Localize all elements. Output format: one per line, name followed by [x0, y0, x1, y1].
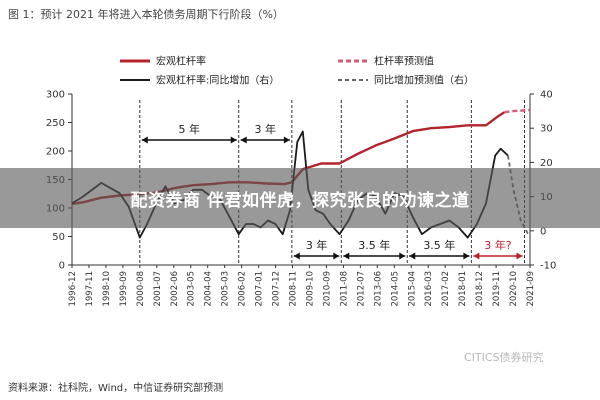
figure-source: 资料来源：社科院，Wind，中信证券研究部预测	[8, 383, 224, 394]
series-line-2	[504, 108, 531, 114]
x-tick-label: 2016-03	[424, 271, 434, 307]
legend-label: 杠杆率预测值	[374, 55, 434, 68]
x-tick-label: 2018-01	[458, 271, 468, 307]
x-tick-label: 1997-11	[85, 271, 95, 307]
span-label: 3.5 年	[358, 238, 390, 252]
chart-axes: 050100150200250300-100102030401996-12199…	[46, 90, 556, 307]
x-tick-label: 2015-04	[407, 271, 417, 307]
x-tick-label: 2004-04	[204, 271, 214, 307]
legend-label: 同比增加预测值（右）	[374, 74, 474, 87]
right-tick-label: -10	[540, 261, 556, 272]
figure-title: 图 1：预计 2021 年将进入本轮债务周期下行阶段（%）	[8, 8, 284, 21]
x-tick-label: 2021-09	[526, 271, 536, 307]
x-tick-label: 2014-05	[390, 271, 400, 307]
right-tick-label: 30	[540, 124, 553, 135]
span-label: 5 年	[178, 122, 200, 136]
span-label: 3 年	[306, 238, 328, 252]
x-tick-label: 2017-02	[441, 271, 451, 307]
legend-label: 宏观杠杆率:同比增加（右）	[156, 74, 279, 87]
x-tick-label: 2007-12	[272, 271, 282, 307]
span-arrow-head	[399, 252, 406, 260]
span-arrow-head	[463, 252, 470, 260]
x-tick-label: 2005-03	[221, 271, 231, 307]
watermark-text: CITICS债券研究	[464, 351, 544, 364]
x-tick-label: 2008-11	[289, 271, 299, 307]
x-tick-label: 2020-10	[509, 271, 519, 307]
span-arrow-head	[141, 136, 148, 144]
x-tick-label: 2003-05	[187, 271, 197, 307]
span-arrow-head	[293, 252, 300, 260]
span-label: 3 年	[255, 122, 277, 136]
span-arrow-head	[333, 252, 340, 260]
span-arrow-head	[230, 136, 237, 144]
span-arrow-head	[516, 252, 523, 260]
right-tick-label: 0	[540, 226, 546, 237]
left-tick-label: 300	[46, 90, 65, 101]
x-tick-label: 1996-12	[68, 271, 78, 307]
left-tick-label: 50	[52, 232, 65, 243]
x-tick-label: 2010-09	[322, 271, 332, 307]
x-tick-label: 1998-10	[102, 271, 112, 307]
x-tick-label: 2019-11	[492, 271, 502, 307]
x-tick-label: 2001-07	[153, 271, 163, 307]
left-tick-label: 0	[59, 261, 65, 272]
span-label: 3.5 年	[423, 238, 455, 252]
left-tick-label: 250	[46, 118, 65, 129]
x-tick-label: 2000-08	[136, 271, 146, 307]
span-label: 3 年?	[484, 238, 511, 252]
x-tick-label: 2007-01	[255, 271, 265, 307]
span-arrow-head	[240, 136, 247, 144]
x-tick-label: 2012-07	[356, 271, 366, 307]
headline-text: 配资券商 伴君如伴虎，探究张良的劝谏之道	[130, 190, 470, 211]
x-tick-label: 2011-08	[339, 271, 349, 307]
x-tick-label: 2006-02	[238, 271, 248, 307]
headline-banner: 配资券商 伴君如伴虎，探究张良的劝谏之道	[0, 168, 600, 228]
x-tick-label: 1999-09	[119, 271, 129, 307]
left-tick-label: 200	[46, 147, 65, 158]
right-tick-label: 40	[540, 90, 553, 101]
right-tick-label: 20	[540, 158, 553, 169]
span-arrow-head	[409, 252, 416, 260]
x-tick-label: 2013-06	[373, 271, 383, 307]
legend-label: 宏观杠杆率	[156, 55, 206, 68]
span-arrow-head	[343, 252, 350, 260]
x-tick-label: 2018-12	[475, 271, 485, 307]
x-tick-label: 2009-10	[305, 271, 315, 307]
span-arrow-head	[473, 252, 480, 260]
x-tick-label: 2002-06	[170, 271, 180, 307]
span-arrow-head	[283, 136, 290, 144]
